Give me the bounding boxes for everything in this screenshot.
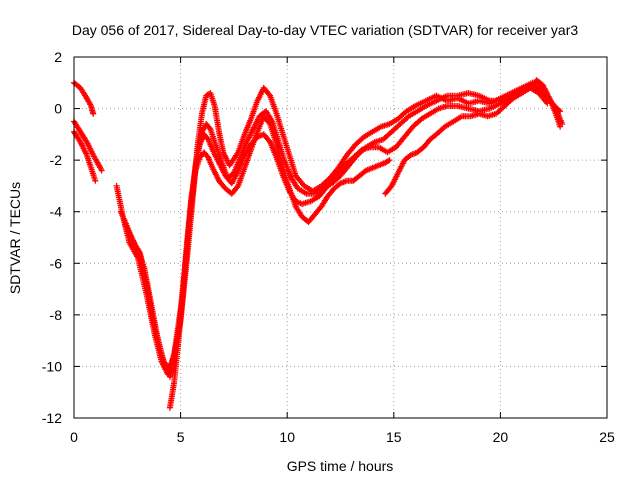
y-tick-label: -4 [50, 204, 63, 220]
data-point [92, 177, 99, 184]
x-tick-label: 5 [177, 429, 185, 445]
data-point [557, 123, 564, 130]
x-tick-label: 20 [493, 429, 509, 445]
x-tick-label: 0 [70, 429, 78, 445]
y-tick-label: -10 [42, 358, 62, 374]
data-point [266, 119, 273, 126]
y-tick-label: -6 [50, 255, 63, 271]
series-track-1 [71, 79, 564, 378]
y-tick-label: -12 [42, 410, 62, 426]
x-tick-label: 10 [279, 429, 295, 445]
axes: 0 5 10 15 20 25 -12 -10 -8 -6 -4 -2 0 2 [42, 49, 615, 445]
data-point [266, 91, 273, 98]
data-point [98, 167, 105, 174]
plot-frame [73, 56, 608, 419]
grid [74, 57, 607, 418]
x-tick-label: 15 [386, 429, 402, 445]
y-tick-label: 0 [54, 101, 62, 117]
y-tick-label: -8 [50, 307, 63, 323]
y-tick-label: -2 [50, 152, 63, 168]
x-tick-label: 25 [599, 429, 615, 445]
data-point [206, 124, 213, 131]
chart-title: Day 056 of 2017, Sidereal Day-to-day VTE… [72, 22, 578, 38]
series-track-2 [71, 82, 566, 380]
series-track-3 [71, 84, 551, 372]
y-tick-label: 2 [54, 49, 62, 65]
data-points [71, 77, 566, 411]
data-point [234, 184, 241, 191]
series-track-4 [166, 77, 564, 411]
data-point [386, 157, 393, 164]
y-axis-label: SDTVAR / TECUs [7, 182, 23, 294]
x-axis-label: GPS time / hours [287, 458, 394, 474]
data-point [90, 110, 97, 117]
